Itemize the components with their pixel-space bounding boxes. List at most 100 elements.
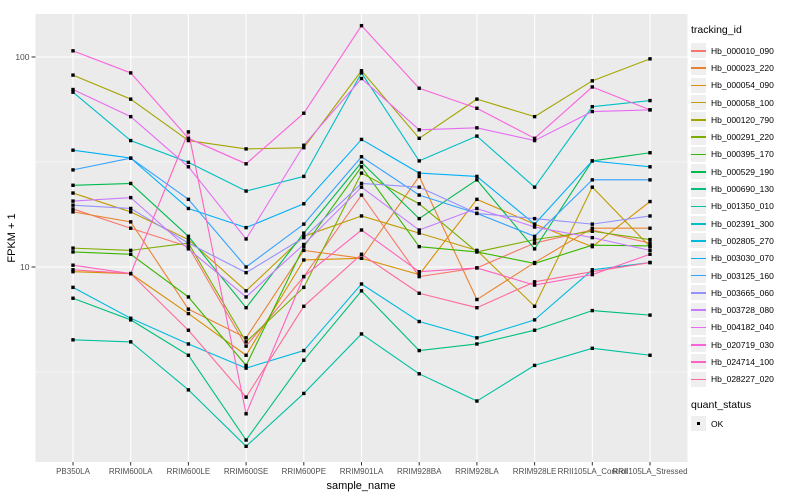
data-point <box>71 203 75 207</box>
data-point <box>417 272 421 277</box>
data-point <box>129 181 133 186</box>
x-tick-label: RRIM600SE <box>224 467 268 476</box>
data-point <box>417 231 421 235</box>
data-point <box>417 185 421 189</box>
data-point <box>302 231 306 235</box>
plot-area: 100 10 PB350LA RRIM600LA RRIM600LE RRIM600SE R… <box>15 14 688 476</box>
data-point <box>71 263 75 267</box>
legend-item-label: Hb_000690_130 <box>711 184 774 195</box>
data-point <box>129 210 133 214</box>
data-point <box>359 252 364 256</box>
data-point <box>244 225 248 230</box>
data-point <box>129 138 133 143</box>
data-point <box>129 71 133 75</box>
legend-item: Hb_000120_790 <box>691 111 799 128</box>
legend-key <box>691 164 706 180</box>
legend-key <box>691 371 706 387</box>
data-point <box>417 348 421 353</box>
data-point <box>71 191 75 195</box>
data-point <box>417 159 421 163</box>
legend-item-label: Hb_020719_030 <box>711 339 774 350</box>
data-point <box>532 138 537 143</box>
data-point <box>302 222 306 226</box>
data-point <box>302 258 306 262</box>
series-color-line-icon <box>691 205 706 208</box>
data-point <box>648 248 652 253</box>
data-point <box>475 134 479 138</box>
data-point <box>244 438 248 442</box>
x-axis-title: sample_name <box>326 480 396 492</box>
data-point <box>417 86 421 90</box>
legend-item: Hb_003728_080 <box>691 301 799 318</box>
data-point <box>186 311 191 316</box>
data-point <box>475 206 479 211</box>
series-color-line-icon <box>691 257 706 260</box>
series-color-line-icon <box>691 361 706 363</box>
data-point <box>244 336 248 340</box>
data-point <box>186 197 191 202</box>
legend-item-label: Hb_000010_090 <box>711 45 774 56</box>
data-point <box>590 79 594 83</box>
data-point <box>71 210 75 214</box>
data-point <box>302 285 306 290</box>
data-point <box>590 185 594 189</box>
data-point <box>532 225 537 229</box>
data-point <box>359 160 364 165</box>
data-point <box>129 340 133 344</box>
data-point <box>417 228 421 232</box>
legend-item: Hb_002805_270 <box>691 232 799 249</box>
data-point <box>244 295 248 299</box>
data-point <box>186 247 191 251</box>
series-color-line-icon <box>691 171 706 173</box>
legend: tracking_id Hb_000010_090 Hb_000023_220 Hb… <box>691 24 799 432</box>
data-point <box>186 342 191 346</box>
legend-title-tracking-id: tracking_id <box>691 24 742 36</box>
legend-item: Hb_003125_160 <box>691 267 799 284</box>
data-point <box>186 130 191 134</box>
legend-item-label: Hb_000058_100 <box>711 97 774 108</box>
x-tick-label: RRIM901LA <box>340 467 384 476</box>
data-point <box>302 244 306 249</box>
data-point <box>475 336 479 340</box>
data-point <box>417 244 421 249</box>
data-point <box>71 183 75 187</box>
y-axis-title: FPKM + 1 <box>6 213 18 263</box>
data-point <box>648 241 652 245</box>
legend-item: Hb_000395_170 <box>691 146 799 163</box>
legend-item: Hb_002391_300 <box>691 215 799 232</box>
data-point <box>417 372 421 376</box>
data-point <box>244 444 248 449</box>
data-point <box>186 165 191 169</box>
data-point <box>244 366 248 370</box>
data-point <box>302 202 306 206</box>
legend-item-label: Hb_003728_080 <box>711 305 774 316</box>
legend-item: Hb_000054_090 <box>691 77 799 94</box>
data-point <box>186 241 191 245</box>
legend-title-quant-status: quant_status <box>691 398 752 411</box>
series-color-line-icon <box>691 326 706 329</box>
data-point <box>532 318 537 322</box>
data-point <box>302 274 306 279</box>
data-point <box>244 340 248 344</box>
data-point <box>359 76 364 81</box>
legend-key <box>691 216 706 232</box>
y-tick-label: 10 <box>20 262 30 272</box>
legend-item-label: Hb_028227_020 <box>711 374 774 385</box>
data-point <box>359 332 364 336</box>
data-point <box>186 295 191 299</box>
data-point <box>302 248 306 253</box>
data-point <box>590 243 594 247</box>
legend-key <box>691 95 706 111</box>
x-tick-label: RRIM600LA <box>109 467 153 476</box>
legend-key <box>691 250 706 266</box>
data-point <box>244 344 248 348</box>
data-point <box>359 193 364 197</box>
data-point <box>129 316 133 320</box>
data-point <box>71 268 75 272</box>
data-point <box>532 328 537 332</box>
legend-item-label: Hb_000023_220 <box>711 62 774 73</box>
data-point <box>648 57 652 61</box>
legend-item-label: Hb_001350_010 <box>711 201 774 212</box>
data-point <box>359 69 364 73</box>
x-tick-label: PB350LA <box>56 467 90 476</box>
